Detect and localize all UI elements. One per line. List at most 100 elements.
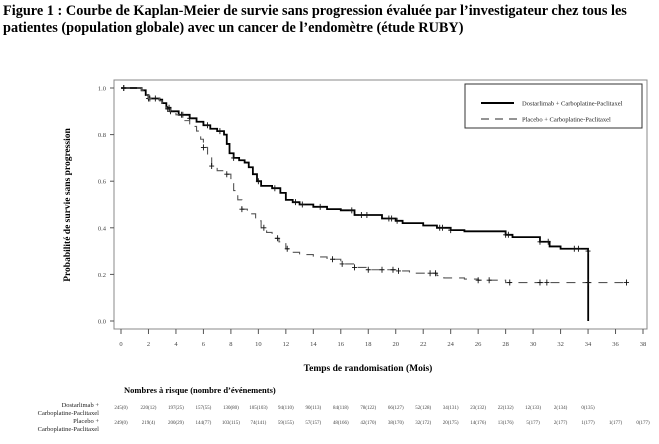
risk-value: 94(110) [278, 406, 294, 411]
x-tick-label: 28 [502, 341, 509, 348]
y-tick-label: 0.4 [98, 225, 107, 232]
censor-mark [575, 245, 581, 252]
x-tick-label: 0 [119, 341, 122, 348]
censor-mark [439, 224, 445, 231]
censor-mark [178, 111, 184, 118]
censor-mark [395, 267, 401, 274]
risk-value: 0(177) [636, 421, 650, 426]
censor-mark [152, 95, 158, 102]
censor-mark [121, 85, 127, 91]
censor-mark [272, 185, 278, 192]
risk-table: 245(0) 220(12) 197(25) 157(55) 130(80) 105(10… [114, 406, 650, 426]
risk-value: 84(118) [333, 406, 349, 411]
risk-value: 249(0) [114, 421, 128, 426]
plot-frame [113, 79, 648, 330]
censor-mark [330, 256, 336, 263]
censor-mark [292, 199, 298, 206]
censor-mark [544, 279, 550, 286]
risk-value: 2(177) [554, 421, 568, 426]
series-layer [121, 85, 630, 321]
censor-mark [358, 211, 364, 218]
x-tick-label: 26 [475, 341, 482, 348]
censor-mark [390, 266, 396, 273]
censor-mark [299, 201, 305, 208]
risk-table-title: Nombres à risque (nombre d’événements) [124, 385, 276, 395]
legend-label-dostarlimab: Dostarlimab + Carboplatine-Paclitaxel [522, 101, 623, 108]
risk-value: 48(166) [333, 421, 349, 426]
risk-label-line2: Carboplatine-Paclitaxel [37, 410, 99, 417]
x-tick-label: 22 [420, 341, 427, 348]
x-tick-label: 12 [283, 341, 290, 348]
censor-mark [545, 238, 551, 245]
y-tick-label: 0.2 [98, 272, 106, 279]
x-tick-label: 38 [640, 341, 647, 348]
censor-mark [339, 260, 345, 267]
risk-value: 59(155) [278, 421, 294, 426]
censor-mark [486, 277, 492, 284]
risk-value: 103(115) [222, 421, 240, 426]
x-tick-label: 18 [365, 341, 372, 348]
risk-value: 66(127) [388, 406, 404, 411]
risk-row-label-placebo: Placebo + Carboplatine-Paclitaxel [0, 418, 99, 434]
censor-mark [365, 266, 371, 273]
risk-value: 78(122) [360, 406, 376, 411]
risk-row-label-dostarlimab: Dostarlimab + Carboplatine-Paclitaxel [0, 402, 99, 418]
risk-value: 34(131) [443, 406, 459, 411]
risk-value: 22(132) [498, 406, 514, 411]
censor-mark [200, 144, 206, 151]
risk-value: 130(80) [223, 406, 239, 411]
x-tick-label: 16 [338, 341, 345, 348]
risk-value: 20(175) [443, 421, 459, 426]
y-tick-label: 0.0 [98, 319, 106, 326]
risk-label-line1: Placebo + [73, 418, 99, 425]
censor-mark [317, 203, 323, 210]
censor-mark [507, 279, 513, 286]
censor-mark [537, 279, 543, 286]
x-tick-label: 6 [202, 341, 206, 348]
y-axis: 0.0 0.2 0.4 0.6 0.8 1.0 [98, 86, 114, 326]
risk-value: 1(177) [609, 421, 623, 426]
censor-mark [585, 248, 591, 255]
risk-value: 74(141) [250, 421, 266, 426]
censor-mark [505, 231, 511, 238]
censor-mark [433, 270, 439, 277]
risk-value: 23(132) [470, 406, 486, 411]
x-tick-label: 10 [255, 341, 262, 348]
y-tick-label: 1.0 [98, 86, 106, 93]
x-tick-label: 20 [392, 341, 399, 348]
risk-value: 2(134) [554, 406, 568, 411]
x-tick-label: 8 [229, 341, 232, 348]
censor-mark [255, 178, 261, 185]
censor-mark [205, 122, 211, 129]
risk-value: 245(0) [114, 406, 128, 411]
risk-value: 12(133) [525, 406, 541, 411]
risk-value: 42(170) [360, 421, 376, 426]
censor-mark [224, 171, 230, 178]
censor-mark [624, 279, 630, 286]
x-tick-label: 4 [174, 341, 178, 348]
legend-label-placebo: Placebo + Carboplatine-Paclitaxel [522, 117, 611, 124]
risk-label-line2: Carboplatine-Paclitaxel [37, 426, 99, 433]
risk-value: 220(12) [141, 406, 157, 411]
risk-value: 144(77) [195, 421, 211, 426]
x-tick-label: 36 [612, 341, 619, 348]
censor-mark [389, 215, 395, 222]
risk-label-line1: Dostarlimab + [61, 402, 99, 409]
figure-title: Figure 1 : Courbe de Kaplan-Meier de sur… [3, 3, 627, 36]
legend-box [464, 83, 643, 129]
censor-mark [352, 264, 358, 271]
risk-value: 52(128) [415, 406, 431, 411]
legend: Dostarlimab + Carboplatine-Paclitaxel Pl… [464, 83, 643, 129]
x-tick-label: 14 [310, 341, 317, 348]
censor-mark [239, 206, 245, 213]
risk-value: 200(29) [168, 421, 184, 426]
censor-mark [349, 207, 355, 214]
censor-mark [427, 270, 433, 277]
y-axis-label: Probabilité de survie sans progression [63, 127, 73, 281]
risk-value: 197(25) [168, 406, 184, 411]
x-tick-label: 34 [585, 341, 592, 348]
risk-value: 0(135) [581, 406, 595, 411]
censor-mark [261, 224, 267, 231]
risk-value: 1(177) [581, 421, 595, 426]
x-tick-label: 30 [530, 341, 537, 348]
